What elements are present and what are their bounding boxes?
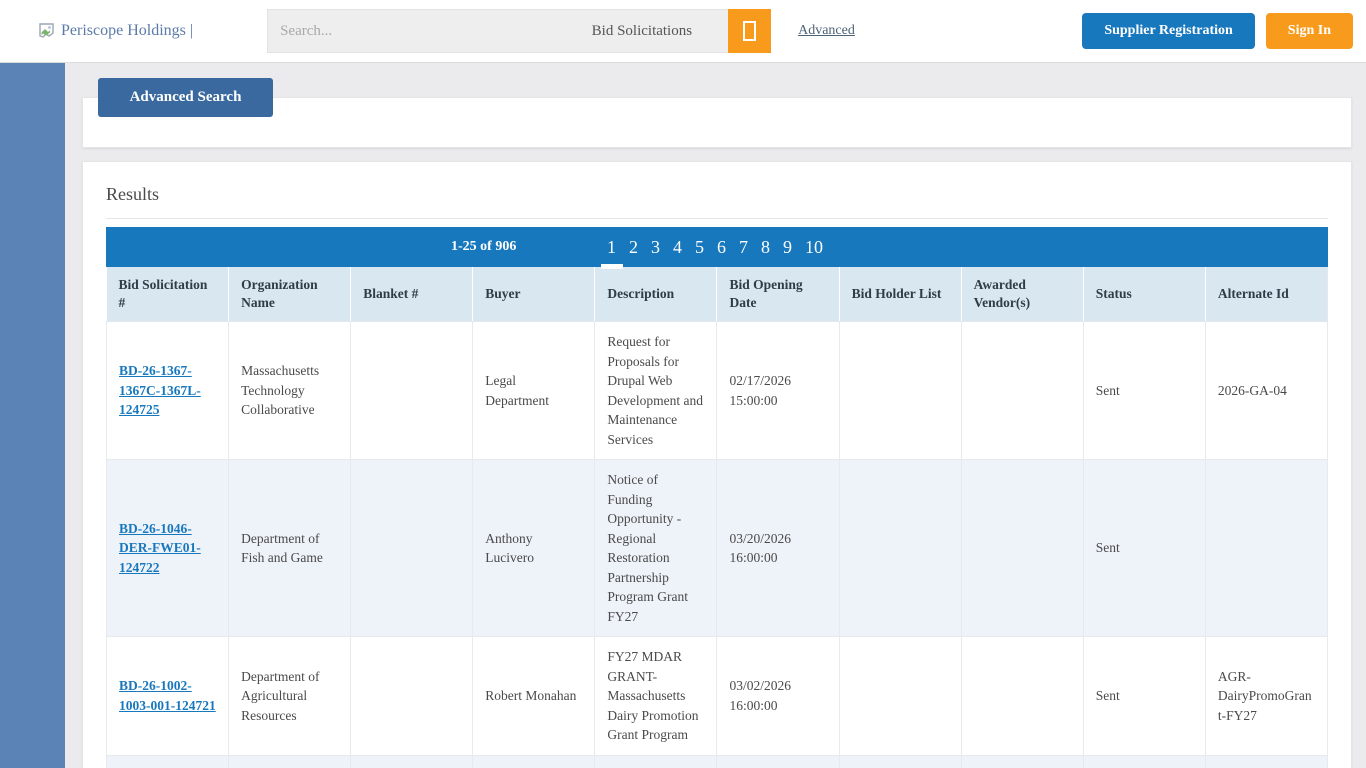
description-cell: FY27 MDAR GRANT- Massachusetts Dairy Pro…: [594, 636, 718, 756]
bid-link[interactable]: BD-26-1002-1003-001-124721: [119, 678, 216, 713]
table-row: BD-26-1367-1367C-1367L-124725 Massachuse…: [105, 321, 1329, 460]
advanced-search-button[interactable]: Advanced Search: [98, 78, 273, 117]
holder-list-cell: [838, 321, 962, 460]
buyer-cell: Legal Department: [472, 321, 596, 460]
page-button-7[interactable]: 7: [739, 237, 748, 257]
table-row: BD-19-1186- Fall River On-call Flooring …: [105, 754, 1329, 768]
sidebar: [0, 63, 65, 768]
awarded-cell: [960, 636, 1084, 756]
page-button-3[interactable]: 3: [651, 237, 660, 257]
description-cell: On-call Flooring: [594, 754, 718, 768]
results-card: Results 1-25 of 906 1 2 3 4 5 6 7 8 9 10…: [82, 161, 1352, 768]
bid-link[interactable]: BD-26-1367-1367C-1367L-124725: [119, 363, 201, 418]
page-button-4[interactable]: 4: [673, 237, 682, 257]
org-cell: Department of Agricultural Resources: [228, 636, 352, 756]
pagination-bar: 1-25 of 906 1 2 3 4 5 6 7 8 9 10: [106, 227, 1328, 267]
alternate-id-cell: AGR-DairyPromoGrant-FY27: [1204, 636, 1329, 756]
table-header-row: Bid Solicitation # Organization Name Bla…: [106, 267, 1329, 322]
opening-date-cell: 02/11/2026: [716, 754, 840, 768]
holder-list-cell: [838, 459, 962, 637]
results-title: Results: [106, 184, 160, 204]
opening-date-cell: 02/17/2026 15:00:00: [716, 321, 840, 460]
blanket-cell: [350, 636, 474, 756]
col-status: Status: [1083, 267, 1206, 322]
col-bid-holder-list: Bid Holder List: [839, 267, 962, 322]
col-blanket: Blanket #: [350, 267, 474, 322]
top-header: Periscope Holdings | Bid Solicitations A…: [0, 0, 1366, 63]
alternate-id-cell: [1204, 754, 1329, 768]
main-content: Advanced Search Results 1-25 of 906 1 2 …: [82, 78, 1352, 768]
logo-text: Periscope Holdings |: [61, 22, 194, 39]
page-button-6[interactable]: 6: [717, 237, 726, 257]
advanced-search-panel: Advanced Search: [82, 78, 1352, 148]
alternate-id-cell: [1204, 459, 1329, 637]
status-cell: Sent: [1082, 636, 1206, 756]
results-table: Bid Solicitation # Organization Name Bla…: [105, 267, 1329, 768]
org-cell: Massachusetts Technology Collaborative: [228, 321, 352, 460]
advanced-link[interactable]: Advanced: [798, 23, 855, 38]
buyer-cell: Anthony Lucivero: [472, 459, 596, 637]
page-button-5[interactable]: 5: [695, 237, 704, 257]
search-icon: [743, 21, 757, 41]
page-button-10[interactable]: 10: [805, 237, 823, 257]
opening-date-cell: 03/20/2026 16:00:00: [716, 459, 840, 637]
broken-image-icon: [38, 22, 57, 41]
search-box: Bid Solicitations: [267, 9, 729, 53]
page-button-9[interactable]: 9: [783, 237, 792, 257]
logo[interactable]: Periscope Holdings |: [38, 22, 193, 41]
table-row: BD-26-1046-DER-FWE01-124722 Department o…: [105, 459, 1329, 637]
col-organization-name: Organization Name: [228, 267, 352, 322]
status-cell: Sent: [1082, 459, 1206, 637]
holder-list-cell: [838, 636, 962, 756]
sign-in-button[interactable]: Sign In: [1265, 13, 1353, 49]
buyer-cell: Robert Monahan: [472, 636, 596, 756]
results-count: 1-25 of 906: [451, 239, 517, 254]
col-alternate-id: Alternate Id: [1205, 267, 1329, 322]
awarded-cell: [960, 459, 1084, 637]
blanket-cell: [350, 459, 474, 637]
holder-list-cell: [838, 754, 962, 768]
description-cell: Notice of Funding Opportunity - Regional…: [594, 459, 718, 637]
page-button-8[interactable]: 8: [761, 237, 770, 257]
search-button[interactable]: [728, 9, 772, 53]
awarded-cell: [960, 321, 1084, 460]
search-input[interactable]: [268, 22, 592, 40]
page-button-2[interactable]: 2: [629, 237, 638, 257]
supplier-registration-button[interactable]: Supplier Registration: [1082, 13, 1255, 49]
org-cell: Department of Fish and Game: [228, 459, 352, 637]
table-row: BD-26-1002-1003-001-124721 Department of…: [105, 636, 1329, 756]
description-cell: Request for Proposals for Drupal Web Dev…: [594, 321, 718, 460]
page-button-1[interactable]: 1: [607, 227, 616, 267]
bid-link[interactable]: BD-26-1046-DER-FWE01-124722: [119, 520, 201, 575]
pagination-pages: 1 2 3 4 5 6 7 8 9 10: [607, 227, 823, 267]
status-cell: Sent: [1082, 321, 1206, 460]
opening-date-cell: 03/02/2026 16:00:00: [716, 636, 840, 756]
col-description: Description: [594, 267, 718, 322]
awarded-cell: [960, 754, 1084, 768]
col-bid-solicitation: Bid Solicitation #: [106, 267, 230, 322]
alternate-id-cell: 2026-GA-04: [1204, 321, 1329, 460]
buyer-cell: [472, 754, 596, 768]
search-category-dropdown[interactable]: Bid Solicitations: [591, 22, 693, 39]
results-divider: [106, 218, 1328, 219]
col-buyer: Buyer: [472, 267, 596, 322]
blanket-cell: [350, 754, 474, 768]
col-bid-opening-date: Bid Opening Date: [716, 267, 840, 322]
org-cell: Fall River: [228, 754, 352, 768]
header-actions: Supplier Registration Sign In: [1082, 13, 1353, 49]
blanket-cell: [350, 321, 474, 460]
status-cell: [1082, 754, 1206, 768]
col-awarded-vendors: Awarded Vendor(s): [961, 267, 1084, 322]
